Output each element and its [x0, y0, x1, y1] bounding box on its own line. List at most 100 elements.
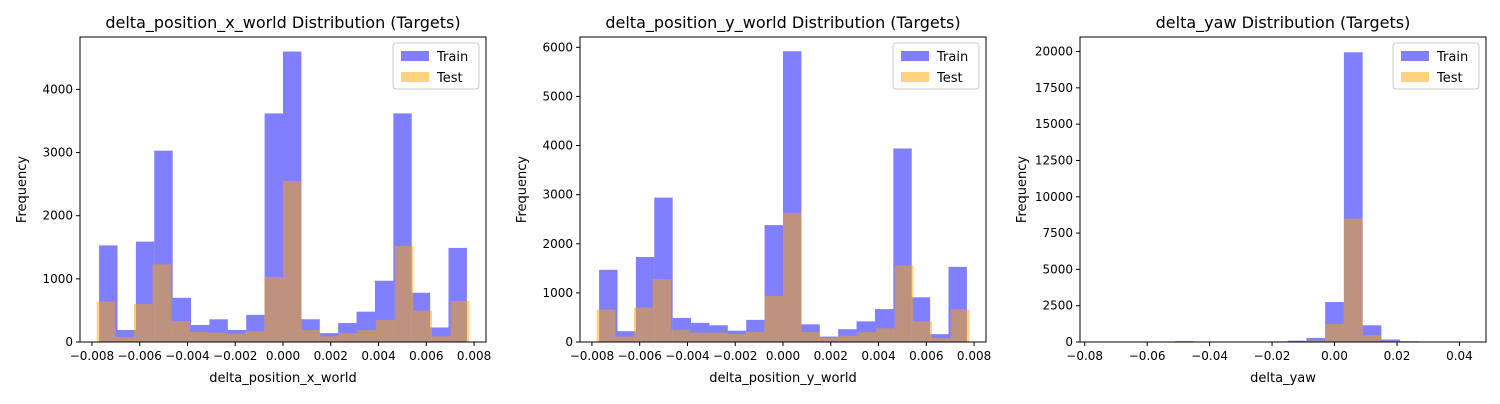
x-tick-label: −0.008 [570, 349, 614, 363]
test-bar [708, 333, 727, 342]
chart-title: delta_yaw Distribution (Targets) [1156, 13, 1411, 33]
legend-swatch-train [901, 51, 929, 61]
legend-swatch-train [401, 51, 429, 61]
test-bar [339, 333, 358, 342]
y-axis-label: Frequency [15, 156, 30, 223]
x-tick-label: −0.002 [713, 349, 757, 363]
test-bar [634, 308, 653, 342]
test-bar [746, 332, 765, 342]
test-bar [376, 320, 395, 342]
test-bar [358, 330, 377, 342]
test-bar [190, 332, 209, 342]
y-tick-label: 2000 [42, 209, 73, 223]
x-tick-label: −0.004 [165, 349, 209, 363]
test-bar [913, 321, 932, 342]
test-bar [134, 304, 153, 342]
legend: Train Test [393, 43, 479, 89]
x-tick-label: −0.02 [1254, 349, 1291, 363]
series-train-bars [1100, 52, 1475, 342]
test-bar [227, 334, 246, 342]
test-bar [764, 296, 783, 342]
legend-label-test: Test [436, 71, 463, 86]
test-bar [895, 265, 914, 342]
x-tick-label: 0.000 [266, 349, 300, 363]
y-axis-label: Frequency [515, 156, 530, 223]
test-bar [115, 337, 134, 342]
y-tick-label: 1000 [542, 286, 573, 300]
y-tick-label: 5000 [1042, 262, 1073, 276]
test-bar [1344, 219, 1363, 342]
y-tick-label: 5000 [542, 89, 573, 103]
test-bar [690, 333, 709, 342]
x-axis-label: delta_yaw [1250, 371, 1316, 386]
test-bar [727, 334, 746, 342]
legend-swatch-test [1401, 72, 1429, 82]
test-bar [1325, 324, 1344, 342]
y-tick-label: 3000 [542, 188, 573, 202]
legend-label-test: Test [936, 71, 963, 86]
y-tick-label: 6000 [542, 40, 573, 54]
y-tick-label: 12500 [1035, 153, 1073, 167]
x-tick-label: 0.004 [861, 349, 895, 363]
test-bar [432, 336, 451, 342]
x-tick-label: −0.006 [617, 349, 661, 363]
y-tick-label: 2000 [542, 237, 573, 251]
x-tick-label: 0.006 [409, 349, 443, 363]
test-bar [876, 328, 895, 342]
x-tick-label: −0.06 [1129, 349, 1166, 363]
x-tick-label: 0.04 [1446, 349, 1473, 363]
test-bar [802, 332, 821, 342]
legend: Train Test [1393, 43, 1479, 89]
test-bar [1363, 335, 1382, 342]
x-tick-label: 0.002 [814, 349, 848, 363]
y-tick-label: 1000 [42, 272, 73, 286]
test-bar [932, 338, 951, 342]
test-bar [858, 332, 877, 342]
test-bar [302, 330, 321, 342]
test-bar [97, 302, 116, 342]
x-tick-label: −0.006 [117, 349, 161, 363]
legend-label-test: Test [1436, 71, 1463, 86]
test-bar [951, 309, 970, 342]
x-tick-label: 0.008 [457, 349, 491, 363]
legend-label-train: Train [436, 50, 468, 65]
x-tick-label: −0.04 [1191, 349, 1228, 363]
legend-swatch-test [401, 72, 429, 82]
test-bar [246, 331, 265, 342]
y-tick-label: 4000 [42, 82, 73, 96]
y-tick-label: 17500 [1035, 81, 1073, 95]
test-bar [413, 310, 432, 342]
x-axis-label: delta_position_y_world [709, 371, 856, 386]
x-tick-label: 0.004 [361, 349, 395, 363]
y-tick-label: 2500 [1042, 299, 1073, 313]
y-tick-label: 7500 [1042, 226, 1073, 240]
x-tick-label: −0.004 [665, 349, 709, 363]
x-tick-label: 0.00 [1321, 349, 1348, 363]
x-tick-label: −0.08 [1066, 349, 1103, 363]
x-axis-label: delta_position_x_world [209, 371, 356, 386]
y-tick-label: 0 [65, 335, 73, 349]
y-tick-label: 20000 [1035, 45, 1073, 59]
test-bar [783, 213, 802, 342]
test-bar [171, 321, 190, 342]
y-axis-label: Frequency [1015, 156, 1030, 223]
test-bar [264, 277, 283, 342]
y-tick-label: 3000 [42, 146, 73, 160]
y-tick-label: 10000 [1035, 190, 1073, 204]
x-tick-label: 0.02 [1384, 349, 1411, 363]
test-bar [320, 336, 339, 342]
y-tick-label: 0 [565, 335, 573, 349]
y-tick-label: 15000 [1035, 117, 1073, 131]
x-tick-label: 0.006 [909, 349, 943, 363]
test-bar [451, 301, 470, 342]
legend-label-train: Train [1436, 50, 1468, 65]
test-bar [283, 181, 302, 342]
x-tick-label: −0.002 [213, 349, 257, 363]
x-tick-label: 0.002 [314, 349, 348, 363]
y-tick-label: 4000 [542, 139, 573, 153]
